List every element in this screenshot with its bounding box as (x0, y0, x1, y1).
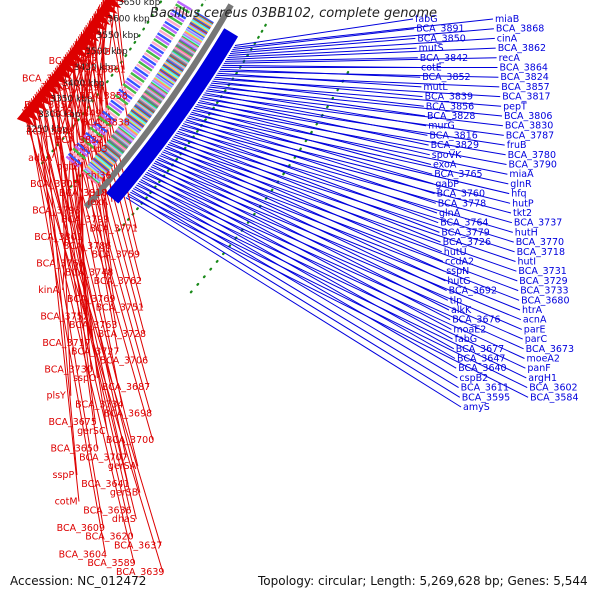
reverse-gene-label: BCA_3637 (114, 541, 162, 552)
reverse-gene-label: ogt2 (57, 162, 79, 173)
forward-gene-callout (147, 172, 453, 339)
reverse-gene-label: sspO (73, 373, 96, 384)
reverse-gene-label: BCA_3700 (106, 435, 154, 446)
scale-tick-label: 3600 kbp (107, 15, 150, 25)
forward-gene-label: BCA_3584 (530, 392, 578, 403)
reverse-gene-label: BCA_3858 (79, 91, 127, 102)
accession-label: Accession: NC_012472 (10, 574, 146, 588)
forward-gene-callout (141, 180, 455, 359)
reverse-gene-label: dhaS (112, 514, 136, 525)
forward-gene-callout (135, 187, 458, 378)
reverse-gene-label: sspP (53, 470, 75, 481)
forward-gene-label: amyS (463, 402, 490, 413)
forward-gene-callout (172, 139, 442, 252)
reverse-gene-label: BCA_3751 (96, 303, 144, 314)
reverse-gene-label: BCA_3728 (98, 329, 146, 340)
reverse-gene-label: gerSA (108, 461, 137, 472)
reverse-gene-label: plsY (46, 391, 66, 402)
reverse-gene-label: BCA_3698 (104, 408, 152, 419)
map-title: Bacillus cereus 03BB102, complete genome (150, 6, 437, 21)
forward-gene-callout (230, 38, 415, 53)
reverse-gene-label: BCA_3838 (81, 118, 129, 129)
reverse-gene-label: kinA (38, 285, 59, 296)
reverse-gene-label: gerSC (77, 426, 106, 437)
reverse-gene-label: lexA (88, 197, 109, 208)
reverse-gene-label: chi36 (85, 170, 111, 181)
forward-gene-callout (138, 183, 456, 368)
forward-gene-callout (126, 198, 461, 407)
forward-gene-callout (180, 127, 438, 222)
genome-stats-label: Topology: circular; Length: 5,269,628 bp… (258, 574, 588, 588)
forward-gene-callout (175, 135, 441, 242)
reverse-gene-label: cotM (55, 496, 78, 507)
reverse-gene-label: BCA_3771 (90, 223, 138, 234)
reverse-gene-label: BCA_3861 (77, 65, 125, 76)
reverse-gene-label: gerSB (110, 488, 138, 499)
reverse-gene-label: adaA (28, 153, 53, 164)
reverse-gene-label: BCA_3762 (94, 276, 142, 287)
reverse-gene-label: hup3 (83, 144, 107, 155)
reverse-gene-label: BCA_3706 (100, 355, 148, 366)
reverse-gene-label: BCA_3687 (102, 382, 150, 393)
scale-tick-label: 3550 kbp (96, 31, 139, 41)
reverse-gene-label: BCA_3759 (92, 250, 140, 261)
